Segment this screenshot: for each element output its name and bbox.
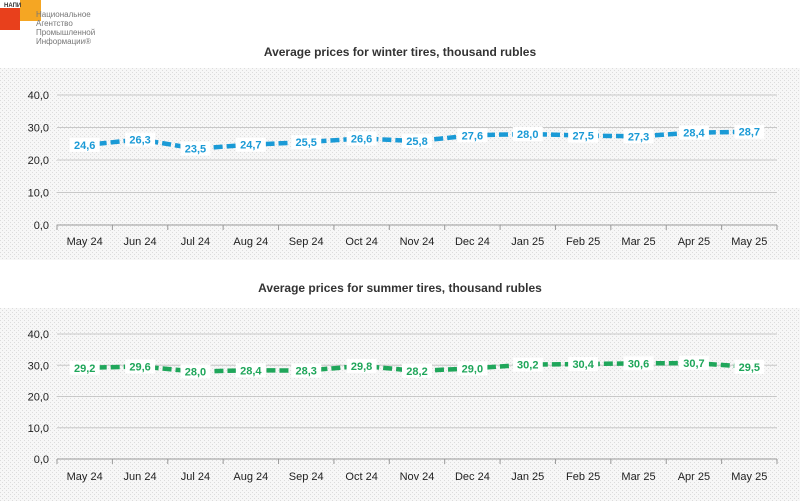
winter-x-tick-label: May 25 (731, 236, 767, 248)
summer-chart-title: Average prices for summer tires, thousan… (258, 281, 542, 295)
winter-x-tick-label: Oct 24 (345, 236, 377, 248)
summer-y-tick-label: 10,0 (28, 423, 49, 435)
winter-data-label: 28,0 (517, 129, 538, 141)
summer-x-tick-label: Feb 25 (566, 471, 600, 483)
winter-y-tick-label: 0,0 (34, 220, 49, 232)
summer-data-label: 29,2 (74, 363, 95, 375)
summer-data-label: 30,6 (628, 358, 649, 370)
summer-tires-chart: 0,0 10,0 20,0 30,0 40,0 May 24 Jun 24 Jul 24 Aug… (0, 308, 800, 501)
logo-line-1: Национальное (36, 10, 91, 19)
summer-y-tick-label: 30,0 (28, 360, 49, 372)
winter-chart-title: Average prices for winter tires, thousan… (263, 45, 537, 59)
summer-y-tick-label: 40,0 (28, 329, 49, 341)
summer-x-tick-label: Mar 25 (621, 471, 655, 483)
summer-x-tick-label: May 25 (731, 471, 767, 483)
logo-red-square (0, 8, 20, 30)
summer-x-tick-label: Jun 24 (124, 471, 157, 483)
winter-y-tick-label: 10,0 (28, 188, 49, 200)
winter-x-tick-label: Mar 25 (621, 236, 655, 248)
logo-line-3: Промышленной (36, 28, 96, 37)
logo-abbreviation: НАПИ (4, 3, 22, 9)
summer-data-label: 30,2 (517, 360, 538, 372)
logo-orange-square (20, 0, 41, 21)
summer-data-label: 28,4 (240, 365, 262, 377)
winter-data-label: 27,6 (462, 130, 483, 142)
winter-data-label: 28,4 (683, 128, 705, 140)
summer-y-tick-label: 0,0 (34, 454, 49, 466)
winter-x-tick-label: Dec 24 (455, 236, 490, 248)
summer-x-tick-label: Oct 24 (345, 471, 377, 483)
summer-data-label: 30,7 (683, 358, 704, 370)
summer-data-label: 29,5 (739, 362, 760, 374)
summer-x-tick-label: Jul 24 (181, 471, 210, 483)
summer-data-label: 29,8 (351, 361, 372, 373)
winter-data-label: 25,8 (406, 136, 427, 148)
winter-x-tick-label: Feb 25 (566, 236, 600, 248)
winter-data-label: 27,5 (572, 131, 593, 143)
winter-data-label: 28,7 (739, 127, 760, 139)
winter-x-tick-label: Nov 24 (400, 236, 435, 248)
winter-y-tick-label: 20,0 (28, 155, 49, 167)
winter-x-tick-label: May 24 (67, 236, 103, 248)
winter-data-label: 23,5 (185, 144, 206, 156)
summer-data-label: 30,4 (572, 359, 594, 371)
summer-x-tick-label: May 24 (67, 471, 103, 483)
summer-x-tick-label: Sep 24 (289, 471, 324, 483)
winter-x-tick-label: Jul 24 (181, 236, 210, 248)
summer-data-label: 29,0 (462, 363, 483, 375)
napi-logo: НАПИ Национальное Агентство Промышленной… (0, 0, 100, 56)
winter-data-label: 26,6 (351, 134, 372, 146)
logo-line-4: Информации® (36, 37, 92, 46)
winter-x-tick-label: Jan 25 (511, 236, 544, 248)
winter-y-tick-label: 40,0 (28, 90, 49, 102)
logo-line-2: Агентство (36, 19, 73, 28)
winter-x-tick-label: Sep 24 (289, 236, 324, 248)
winter-data-label: 27,3 (628, 131, 649, 143)
winter-plot-background (0, 68, 800, 260)
winter-data-label: 24,7 (240, 140, 261, 152)
summer-x-tick-label: Apr 25 (678, 471, 710, 483)
summer-x-tick-label: Nov 24 (400, 471, 435, 483)
winter-data-label: 25,5 (296, 137, 317, 149)
winter-x-tick-label: Aug 24 (233, 236, 268, 248)
summer-data-label: 28,3 (296, 366, 317, 378)
summer-x-tick-label: Jan 25 (511, 471, 544, 483)
summer-x-tick-label: Dec 24 (455, 471, 490, 483)
summer-plot-background (0, 308, 800, 501)
winter-x-tick-label: Jun 24 (124, 236, 157, 248)
summer-data-label: 29,6 (129, 362, 150, 374)
winter-y-tick-label: 30,0 (28, 123, 49, 135)
logo-org-name: Национальное Агентство Промышленной Инфо… (36, 10, 95, 46)
winter-data-label: 24,6 (74, 140, 95, 152)
summer-data-label: 28,0 (185, 367, 206, 379)
summer-data-label: 28,2 (406, 366, 427, 378)
summer-y-tick-label: 20,0 (28, 392, 49, 404)
winter-x-tick-label: Apr 25 (678, 236, 710, 248)
winter-tires-chart: 0,0 10,0 20,0 30,0 40,0 May 24 Jun 24 Jul 24 Aug… (0, 68, 800, 260)
winter-data-label: 26,3 (129, 135, 150, 147)
summer-x-tick-label: Aug 24 (233, 471, 268, 483)
